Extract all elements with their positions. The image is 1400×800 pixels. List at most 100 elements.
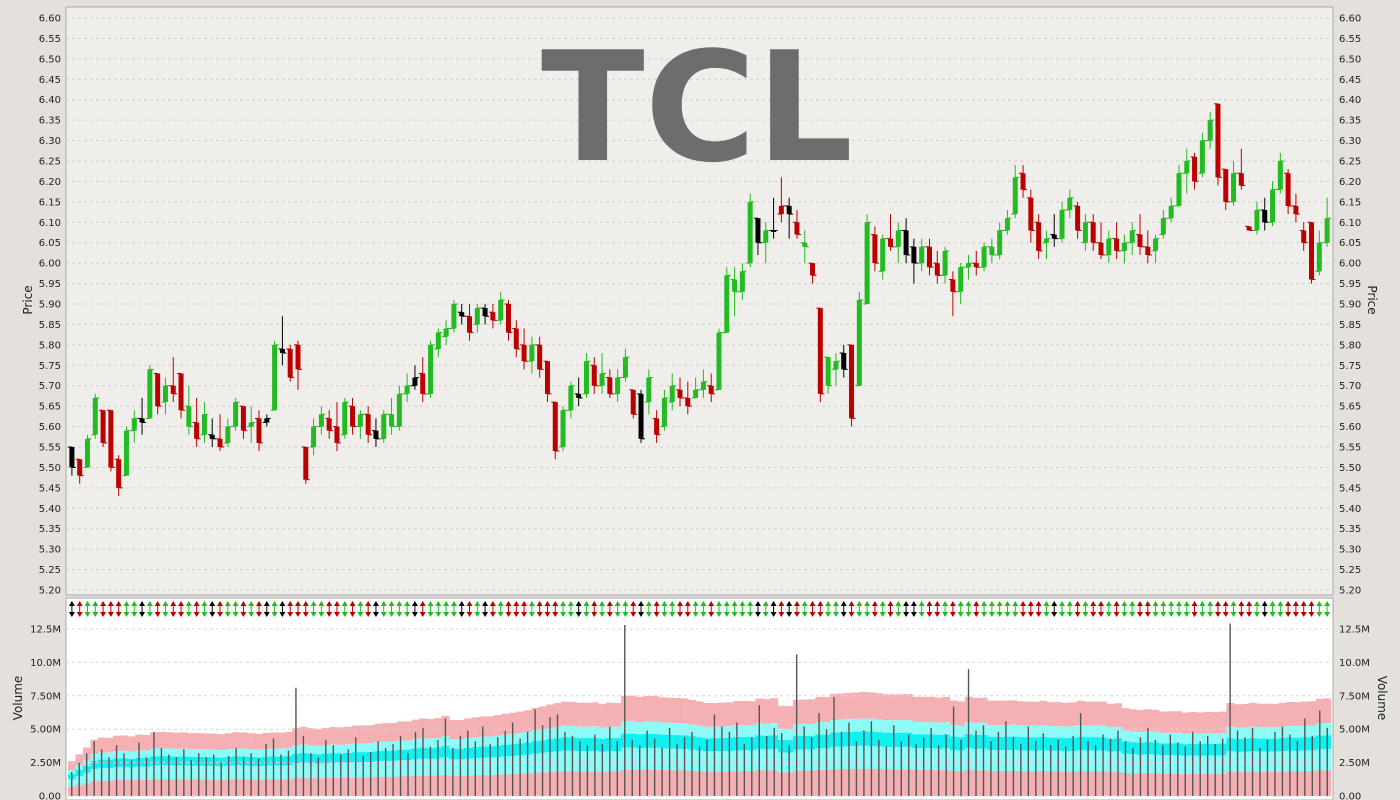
volume-band-segment [172,732,181,749]
signal-marker [739,601,746,617]
ohlc-bar [1143,230,1152,264]
signal-marker [1175,601,1182,617]
signal-marker [793,601,800,617]
signal-marker [1012,601,1019,617]
ohlc-bar [777,177,786,223]
ohlc-bar [99,409,108,447]
volume-band-segment [957,701,966,726]
signal-marker [934,601,941,617]
volume-band-segment [875,732,883,747]
ohlc-bar [317,406,326,435]
volume-band-segment [979,697,988,723]
signal-marker [965,601,972,617]
ohlc-bar [239,405,248,439]
price-tick-label: 5.75 [39,361,61,372]
signal-marker [170,601,177,617]
volume-band-segment [120,735,129,751]
volume-band-segment [860,691,868,719]
signal-marker [396,601,403,617]
signal-marker [131,601,138,617]
ohlc-bar [255,410,264,452]
price-tick-label: 5.30 [1339,545,1361,556]
volume-band-segment [1017,737,1025,751]
ohlc-bar [1159,210,1168,239]
volume-band-segment [224,733,233,750]
ohlc-bar [535,336,544,378]
volume-band-segment [239,732,248,749]
ohlc-bar [582,353,591,398]
signal-marker [240,601,247,617]
ohlc-bar [1042,230,1051,260]
signal-marker [731,601,738,617]
signal-marker [715,601,722,617]
volume-band-segment [807,699,816,725]
price-tick-label: 5.50 [39,463,61,474]
volume-tick-label: 12.5M [1339,625,1370,636]
signal-marker [879,601,886,617]
ohlc-bar [270,340,279,411]
signal-marker [1199,601,1206,617]
ohlc-bar [652,410,661,443]
signal-marker [762,601,769,617]
ohlc-bar [1128,222,1137,255]
signal-marker [1098,601,1105,617]
ohlc-bar [1073,201,1082,239]
signal-marker [435,601,442,617]
ohlc-bar [925,238,934,276]
price-tick-label: 5.35 [1339,524,1361,535]
price-tick-label: 5.80 [39,340,61,351]
ohlc-bar [169,357,178,403]
signal-marker [287,601,294,617]
volume-band-segment [800,699,809,725]
volume-panel: 12.5M 10.0M 7.50M 5.00M 2.50M 0.00 12.5M 10.0M… [11,597,1389,800]
volume-band-segment [822,697,831,723]
price-tick-label: 5.25 [39,565,61,576]
signal-marker [100,601,107,617]
ohlc-bar [1229,161,1238,206]
volume-band-segment [643,696,652,722]
ohlc-bar [933,250,942,284]
ohlc-bar [262,414,271,427]
signal-marker [832,601,839,617]
ohlc-bar [153,372,162,415]
signal-marker [653,601,660,617]
signal-marker [1121,601,1128,617]
volume-band-segment [501,713,510,735]
ohlc-bar [67,446,76,476]
volume-band-segment [1009,700,1018,725]
ohlc-bar [293,340,302,390]
signal-marker [1191,601,1198,617]
signal-marker [926,601,933,617]
ohlc-bar [223,418,232,447]
signal-marker [700,601,707,617]
ohlc-bar [371,418,380,447]
volume-band-segment [852,731,861,747]
signal-marker [76,601,83,617]
volume-band-segment [307,728,315,746]
price-tick-label: 5.45 [39,483,61,494]
volume-tick-label: 5.00M [1339,725,1370,736]
ohlc-bar [941,246,950,284]
ohlc-bar [1089,214,1098,251]
price-tick-label: 5.95 [39,279,61,290]
signal-marker [692,601,699,617]
price-ticks-left: 6.60 6.55 6.50 6.45 6.40 6.35 6.30 6.25 6.20 6.15… [39,14,61,597]
volume-band-segment [1091,701,1100,726]
ohlc-bar [972,250,981,276]
volume-band-segment [1032,701,1040,726]
ohlc-bar [1182,148,1191,194]
signal-marker [903,601,910,617]
price-tick-label: 6.35 [39,116,61,127]
price-tick-label: 6.10 [1339,218,1361,229]
volume-band-segment [337,727,345,745]
volume-tick-label: 0.00 [1339,792,1361,800]
volume-band-segment [673,698,682,724]
signal-marker [684,601,691,617]
ohlc-bar [995,222,1004,260]
volume-band-segment [875,693,883,720]
price-tick-label: 5.95 [1339,279,1361,290]
signal-marker [1277,601,1284,617]
signal-marker [591,601,598,617]
signal-marker [910,601,917,617]
